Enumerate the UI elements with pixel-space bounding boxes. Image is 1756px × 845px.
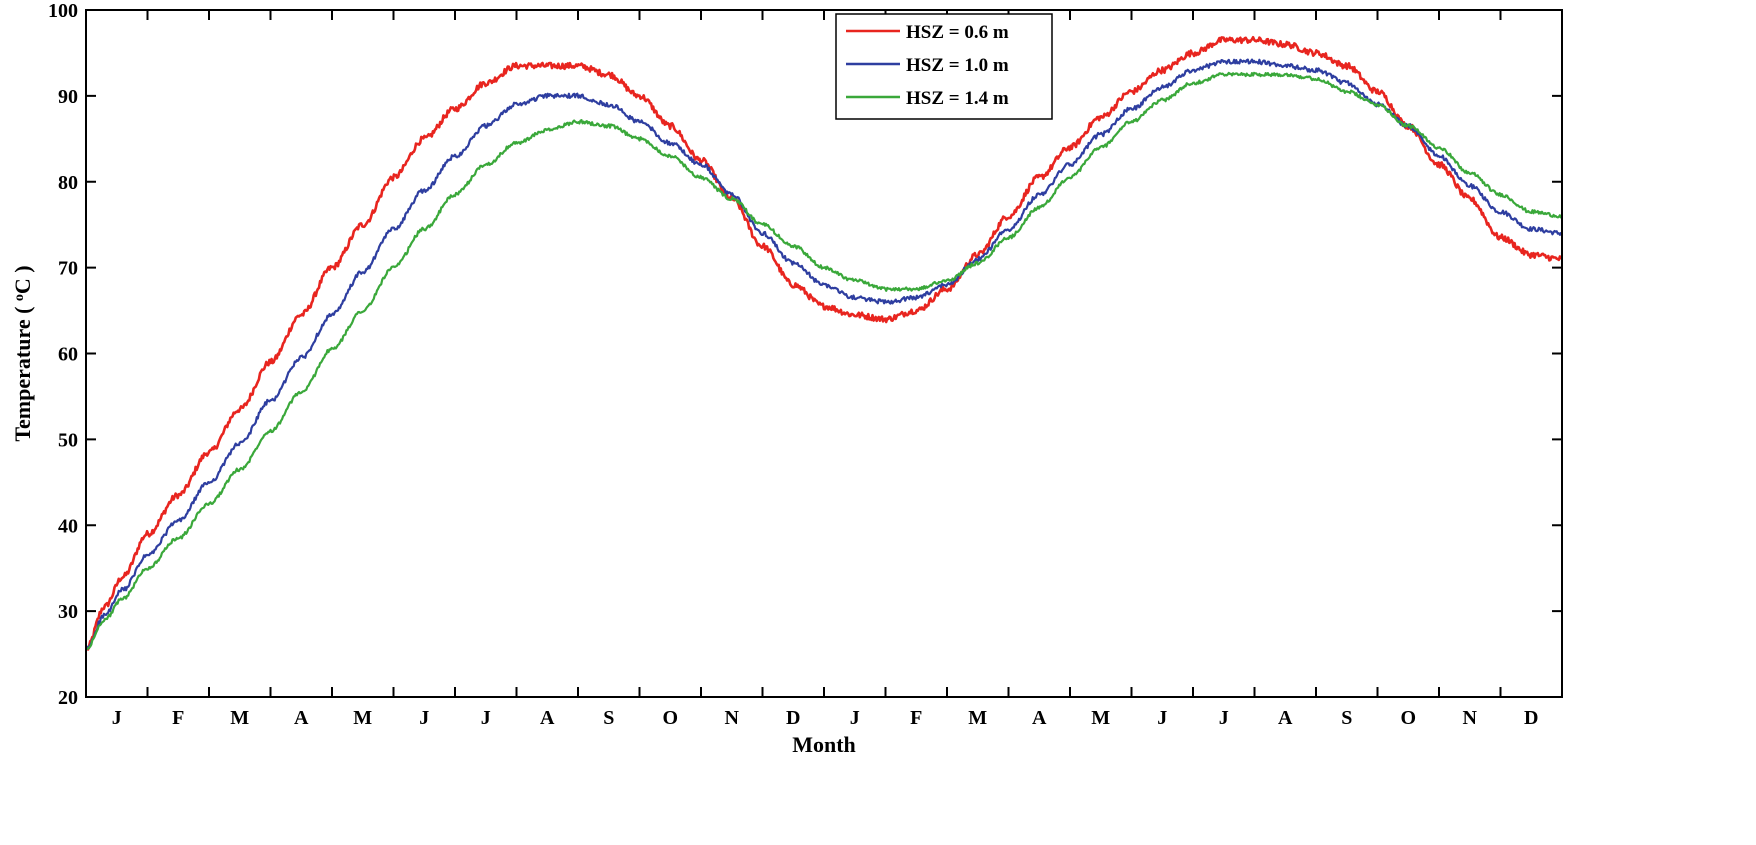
x-tick-label-14: M xyxy=(968,707,987,729)
legend-label-0: HSZ = 0.6 m xyxy=(906,22,1009,43)
x-tick-label-8: S xyxy=(603,707,614,729)
x-tick-label-17: J xyxy=(1157,707,1167,729)
x-tick-label-1: F xyxy=(172,707,184,729)
y-axis: 20 30 40 50 60 70 80 90 100 xyxy=(48,0,1562,709)
x-tick-label-3: A xyxy=(294,707,309,729)
x-tick-label-5: J xyxy=(419,707,429,729)
y-tick-label-8: 100 xyxy=(48,0,78,22)
y-tick-label-6: 80 xyxy=(58,172,78,194)
x-tick-label-13: F xyxy=(910,707,922,729)
x-tick-label-6: J xyxy=(481,707,491,729)
x-tick-label-20: S xyxy=(1341,707,1352,729)
y-axis-title-unit: C ) xyxy=(10,265,35,294)
x-tick-label-11: D xyxy=(786,707,800,729)
y-tick-label-2: 40 xyxy=(58,515,78,537)
series-line-1 xyxy=(85,58,1563,651)
series-line-2 xyxy=(85,71,1563,651)
x-axis-title: Month xyxy=(792,732,856,757)
x-tick-label-15: A xyxy=(1032,707,1047,729)
x-tick-label-22: N xyxy=(1463,707,1478,729)
series-line-0 xyxy=(84,36,1564,651)
x-tick-label-16: M xyxy=(1091,707,1110,729)
x-tick-label-18: J xyxy=(1219,707,1229,729)
y-tick-label-0: 20 xyxy=(58,687,78,709)
x-tick-label-12: J xyxy=(850,707,860,729)
y-axis-title-degree: o xyxy=(12,294,27,301)
legend-label-2: HSZ = 1.4 m xyxy=(906,88,1009,109)
y-axis-title: Temperature ( oC ) xyxy=(10,265,35,441)
y-tick-label-3: 50 xyxy=(58,429,78,451)
x-tick-label-21: O xyxy=(1400,707,1416,729)
x-tick-label-19: A xyxy=(1278,707,1293,729)
legend: HSZ = 0.6 m HSZ = 1.0 m HSZ = 1.4 m xyxy=(835,13,1053,120)
x-tick-label-23: D xyxy=(1524,707,1538,729)
x-tick-label-2: M xyxy=(230,707,249,729)
legend-label-1: HSZ = 1.0 m xyxy=(906,55,1009,76)
x-tick-label-7: A xyxy=(540,707,555,729)
y-tick-label-5: 70 xyxy=(58,258,78,280)
y-tick-label-4: 60 xyxy=(58,344,78,366)
plot-series-group xyxy=(84,36,1564,651)
x-tick-label-9: O xyxy=(662,707,678,729)
x-tick-label-4: M xyxy=(353,707,372,729)
y-tick-label-7: 90 xyxy=(58,86,78,108)
x-tick-label-10: N xyxy=(725,707,740,729)
y-tick-label-1: 30 xyxy=(58,601,78,623)
x-tick-label-0: J xyxy=(112,707,122,729)
y-axis-title-main: Temperature ( xyxy=(10,301,35,442)
